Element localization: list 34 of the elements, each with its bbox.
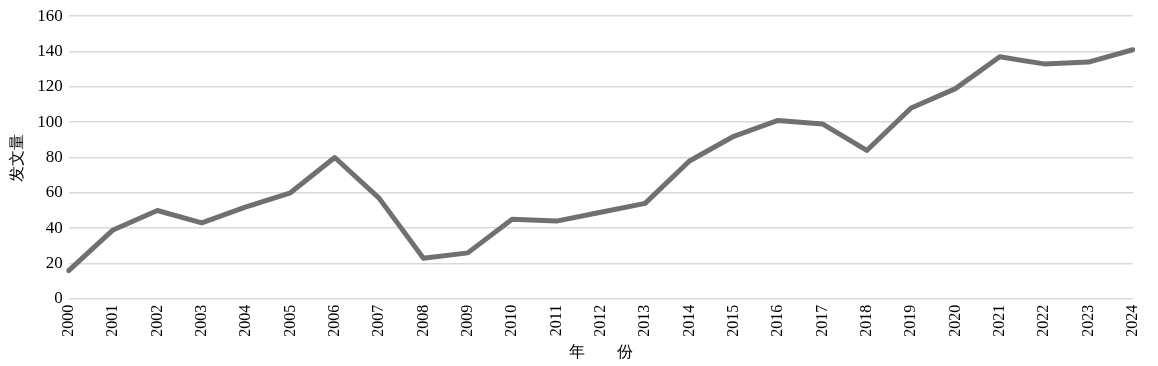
- y-tick-label: 120: [37, 76, 63, 96]
- x-tick-label: 2015: [723, 304, 741, 337]
- y-tick-label: 20: [45, 252, 63, 272]
- y-axis-title: 发文量: [7, 133, 25, 182]
- y-tick-label: 60: [45, 182, 63, 202]
- x-tick-label: 2008: [413, 304, 431, 337]
- x-tick-label: 2011: [546, 304, 564, 337]
- x-tick-label: 2003: [191, 304, 209, 337]
- x-tick-label: 2016: [768, 304, 786, 337]
- y-tick-label: 160: [37, 5, 63, 25]
- x-tick-label: 2022: [1034, 304, 1052, 337]
- y-tick-label: 40: [45, 217, 63, 237]
- x-tick-label: 2001: [103, 304, 121, 337]
- x-tick-label: 2013: [635, 304, 653, 337]
- x-tick-label: 2002: [147, 304, 165, 337]
- x-tick-label: 2014: [679, 304, 697, 337]
- x-tick-label: 2006: [324, 304, 342, 337]
- y-tick-label: 100: [37, 111, 63, 131]
- x-tick-label: 2020: [945, 304, 963, 337]
- x-axis-title: 年 份: [568, 342, 633, 360]
- x-tick-label: 2017: [812, 304, 830, 337]
- x-tick-label: 2004: [236, 304, 254, 337]
- y-tick-label: 140: [37, 40, 63, 60]
- y-tick-label: 80: [45, 146, 63, 166]
- x-tick-label: 2018: [856, 304, 874, 337]
- x-tick-label: 2021: [989, 304, 1007, 337]
- x-tick-label: 2005: [280, 304, 298, 337]
- x-tick-label: 2010: [502, 304, 520, 337]
- x-tick-label: 2023: [1078, 304, 1096, 337]
- x-tick-label: 2024: [1123, 304, 1140, 337]
- x-tick-label: 2012: [590, 304, 608, 337]
- x-tick-label: 2019: [901, 304, 919, 337]
- x-tick-label: 2009: [457, 304, 475, 337]
- x-tick-label: 2007: [369, 304, 387, 337]
